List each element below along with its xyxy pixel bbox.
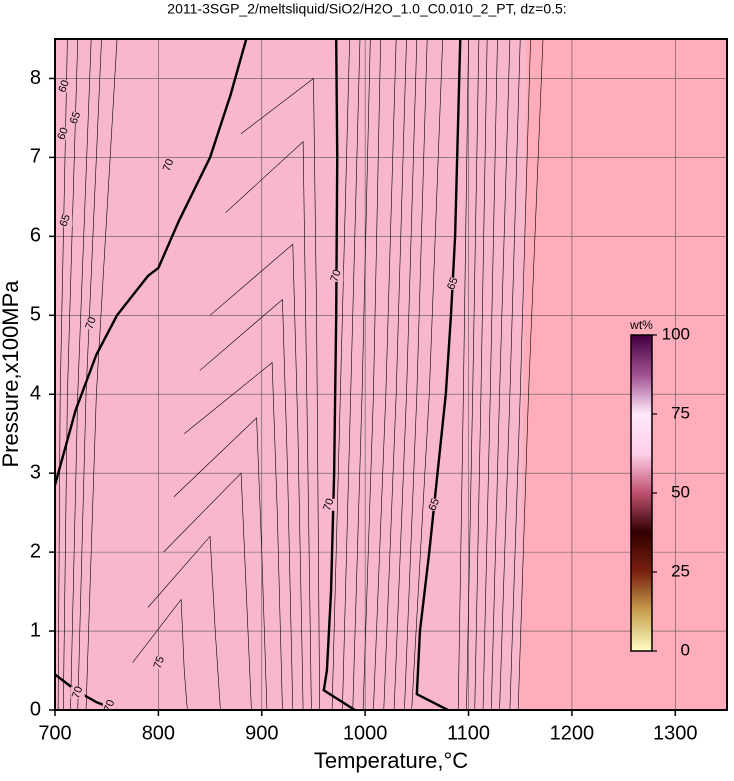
minor-contour: [163, 472, 252, 710]
minor-contour: [393, 39, 418, 710]
contour-label-bg: [152, 656, 167, 669]
minor-contour: [209, 243, 304, 710]
minor-contour: [132, 598, 188, 710]
major-contour: [322, 39, 356, 710]
plot-frame: [54, 38, 728, 711]
x-tick-label: 1100: [447, 722, 490, 744]
y-tick-label: 3: [30, 461, 41, 483]
x-tick-label: 1000: [343, 722, 388, 744]
y-tick-label: 2: [30, 540, 41, 562]
contour-label: 65: [427, 497, 442, 513]
colorbar: [630, 334, 653, 652]
minor-contour: [77, 39, 102, 710]
minor-contour: [85, 39, 118, 710]
contour-label: 65: [58, 213, 73, 229]
minor-contour: [373, 39, 397, 710]
field-high: [520, 39, 727, 710]
minor-contour: [62, 39, 79, 710]
chart-title: 2011-3SGP_2/meltsliquid/SiO2/H2O_1.0_C0.…: [167, 1, 566, 17]
minor-contour: [457, 39, 469, 710]
contour-label-bg: [446, 277, 461, 290]
colorbar-tick-label: 50: [671, 482, 690, 501]
minor-contour: [147, 535, 221, 710]
minor-contour: [499, 39, 521, 710]
x-tick-label: 1300: [653, 722, 698, 744]
y-tick-label: 6: [30, 225, 41, 247]
contour-label-bg: [102, 700, 117, 710]
minor-contour: [173, 417, 268, 710]
colorbar-tick-label: 100: [662, 324, 690, 343]
minor-contour: [474, 39, 488, 710]
contour-label: 70: [161, 157, 176, 173]
contour-label-bg: [84, 317, 99, 330]
minor-contour: [240, 77, 320, 710]
y-tick-label: 1: [30, 619, 41, 641]
x-axis-label: Temperature,°C: [314, 748, 468, 773]
minor-contour: [342, 39, 361, 710]
major-contour: [415, 39, 462, 710]
x-tick-label: 1200: [550, 722, 595, 744]
contour-label: 60: [56, 79, 71, 95]
y-tick-label: 5: [30, 304, 41, 326]
contour-label-bg: [68, 111, 83, 124]
minor-contour: [70, 39, 92, 710]
x-tick-label: 700: [38, 722, 71, 744]
contour-label-bg: [70, 686, 85, 699]
minor-contour: [352, 39, 371, 710]
x-tick-label: 900: [245, 722, 278, 744]
minor-contour: [199, 298, 294, 710]
contour-label: 70: [102, 698, 117, 714]
minor-contour: [411, 39, 443, 710]
minor-contour: [404, 39, 428, 710]
contour-label: 60: [55, 126, 70, 142]
contour-label-bg: [56, 127, 71, 140]
minor-contour: [184, 362, 283, 710]
contour-label-bg: [329, 269, 344, 282]
colorbar-tick-label: 75: [671, 403, 690, 422]
contour-label-bg: [58, 214, 73, 227]
major-contour: [55, 39, 248, 486]
colorbar-label: wt%: [629, 318, 653, 332]
y-tick-label: 7: [30, 146, 41, 168]
contour-label-bg: [321, 498, 336, 511]
contour-label: 70: [328, 268, 343, 284]
minor-contour: [362, 39, 381, 710]
y-tick-label: 4: [30, 383, 41, 405]
minor-contour: [225, 140, 312, 710]
minor-contour: [383, 39, 407, 710]
y-tick-label: 0: [30, 698, 41, 720]
contour-label-bg: [161, 159, 176, 172]
contour-label: 70: [70, 685, 85, 701]
minor-contour: [517, 39, 544, 710]
contour-label: 70: [83, 315, 98, 331]
colorbar-tick-label: 25: [671, 561, 690, 580]
contour-label-bg: [57, 80, 72, 93]
contour-label: 70: [321, 497, 336, 513]
minor-contour: [490, 39, 511, 710]
colorbar-tick-label: 0: [681, 640, 690, 659]
contour-label-bg: [427, 498, 442, 511]
x-tick-label: 800: [142, 722, 175, 744]
minor-contour: [509, 39, 531, 710]
minor-contour: [466, 39, 480, 710]
y-tick-label: 8: [30, 67, 41, 89]
contour-label: 65: [445, 276, 460, 292]
minor-contour: [482, 39, 498, 710]
minor-contour: [331, 39, 350, 710]
y-axis-label: Pressure,x100MPa: [0, 280, 23, 468]
contour-label: 65: [68, 110, 83, 126]
contour-label: 75: [152, 655, 167, 671]
minor-contour: [57, 39, 68, 710]
